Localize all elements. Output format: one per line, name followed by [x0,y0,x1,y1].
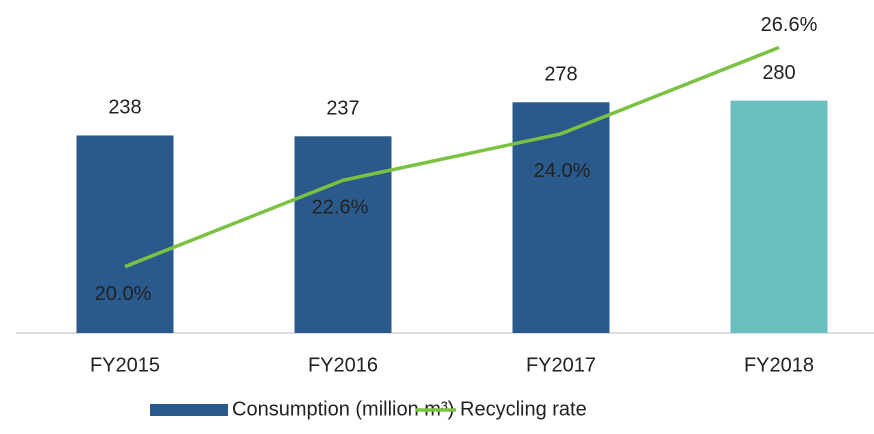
bar [730,100,828,333]
legend-label: Recycling rate [460,398,587,420]
line [124,45,780,269]
x-tick-label: FY2018 [744,354,814,376]
data-label: 20.0% [95,283,152,305]
data-label: 22.6% [312,197,369,219]
data-label: 237 [326,98,359,120]
data-label: 280 [762,62,795,84]
data-label: 24.0% [534,160,591,182]
legend-label: Consumption (million m³) [232,398,454,420]
x-tick-label: FY2015 [90,354,160,376]
bar [294,136,392,333]
data-label: 278 [544,64,577,86]
x-tick-label: FY2017 [526,354,596,376]
data-label: 26.6% [761,14,818,36]
bar [76,135,174,333]
bar [512,102,610,333]
data-label: 238 [108,97,141,119]
x-tick-label: FY2016 [308,354,378,376]
legend-swatch [150,404,228,416]
